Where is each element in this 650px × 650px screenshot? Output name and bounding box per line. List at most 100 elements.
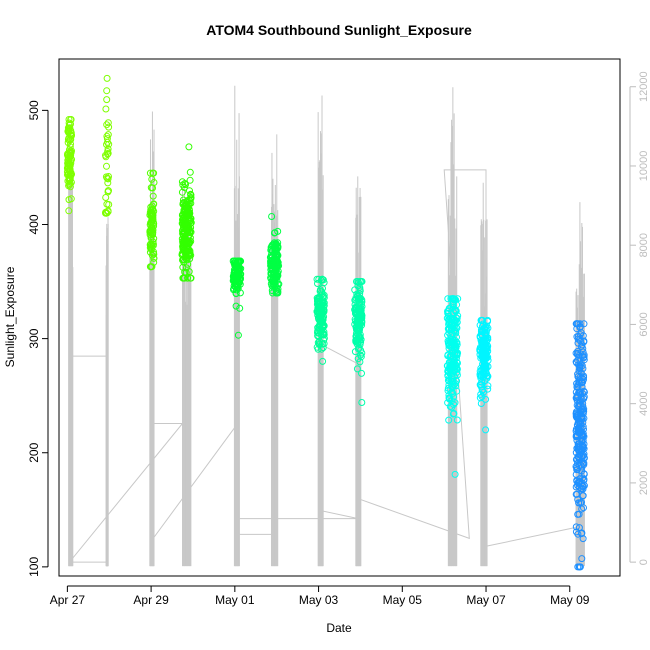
- data-point: [448, 403, 456, 411]
- data-point: [446, 363, 453, 371]
- data-point: [102, 194, 110, 201]
- data-point: [269, 289, 277, 297]
- data-point: [103, 209, 111, 217]
- data-point: [104, 131, 112, 139]
- data-point: [355, 279, 362, 286]
- data-point: [316, 300, 324, 308]
- data-point: [451, 470, 459, 478]
- data-point: [103, 74, 111, 82]
- data-point: [268, 277, 276, 285]
- data-point: [182, 181, 189, 189]
- data-point: [104, 179, 112, 187]
- data-point: [268, 213, 276, 220]
- data-point: [271, 246, 279, 254]
- data-point: [67, 116, 75, 123]
- data-point: [446, 305, 454, 313]
- data-point: [319, 300, 327, 308]
- data-point: [477, 364, 485, 372]
- data-point: [451, 317, 459, 325]
- data-point: [182, 264, 190, 272]
- data-point: [449, 363, 457, 371]
- data-point: [104, 149, 112, 157]
- x-tick-label: May 01: [215, 593, 255, 607]
- data-point: [580, 354, 588, 362]
- x-tick-label: Apr 29: [133, 593, 169, 607]
- data-point: [185, 231, 193, 239]
- data-point: [150, 250, 157, 258]
- data-point: [187, 190, 195, 198]
- data-point: [573, 490, 581, 498]
- data-point: [578, 530, 585, 538]
- x-tick-label: May 07: [466, 593, 506, 607]
- data-point: [149, 192, 157, 200]
- x-tick-label: May 03: [299, 593, 339, 607]
- data-point: [267, 261, 275, 269]
- chart-title: ATOM4 Southbound Sunlight_Exposure: [206, 22, 472, 38]
- data-point: [478, 341, 486, 349]
- data-point: [579, 459, 587, 467]
- data-point: [147, 240, 155, 248]
- data-point: [319, 344, 327, 352]
- data-point: [351, 320, 359, 328]
- data-point: [447, 331, 454, 339]
- data-point: [478, 366, 486, 374]
- data-point: [103, 174, 111, 182]
- y-tick-label: 200: [27, 442, 41, 462]
- data-point: [67, 140, 74, 148]
- data-point: [580, 470, 588, 478]
- data-point: [480, 355, 488, 363]
- data-point: [315, 275, 323, 283]
- data-point: [103, 135, 111, 143]
- data-point: [576, 563, 584, 571]
- data-point: [450, 339, 458, 347]
- data-point: [574, 370, 582, 378]
- data-point: [104, 175, 112, 183]
- data-point: [356, 331, 364, 339]
- data-point: [575, 483, 583, 491]
- data-point: [267, 269, 275, 277]
- data-point: [482, 395, 490, 403]
- secondary-tick-label: 4000: [638, 391, 650, 415]
- data-point: [352, 303, 360, 311]
- plot-box: [58, 58, 621, 577]
- data-point: [182, 225, 190, 233]
- data-point: [178, 188, 186, 196]
- data-point: [482, 323, 490, 331]
- data-point: [65, 129, 73, 137]
- data-point: [103, 162, 110, 170]
- data-point: [575, 402, 582, 410]
- data-point: [572, 483, 580, 491]
- data-point: [180, 258, 188, 266]
- data-point: [574, 349, 582, 357]
- data-point: [445, 395, 453, 403]
- data-point: [65, 136, 73, 144]
- data-point: [574, 425, 582, 432]
- data-point: [272, 270, 280, 278]
- data-point: [578, 431, 586, 438]
- data-point: [578, 413, 586, 421]
- data-point: [148, 218, 156, 226]
- data-point: [148, 206, 156, 214]
- data-point: [450, 410, 458, 417]
- data-point: [483, 341, 491, 349]
- x-axis-label: Date: [326, 621, 352, 635]
- data-point: [453, 377, 460, 385]
- data-point: [453, 416, 461, 424]
- data-point: [444, 295, 452, 303]
- secondary-tick-label: 6000: [638, 312, 650, 336]
- data-point: [315, 309, 323, 317]
- data-point: [477, 316, 485, 324]
- data-point: [146, 263, 154, 271]
- data-point: [65, 207, 73, 215]
- data-point: [451, 349, 459, 356]
- data-point: [319, 293, 327, 300]
- data-point: [478, 386, 486, 394]
- data-point: [575, 377, 583, 385]
- data-point: [573, 325, 581, 333]
- data-point: [357, 351, 364, 359]
- data-point: [179, 230, 187, 238]
- data-point: [478, 331, 486, 339]
- data-point: [231, 260, 239, 268]
- data-point: [236, 275, 244, 282]
- data-point: [577, 444, 585, 452]
